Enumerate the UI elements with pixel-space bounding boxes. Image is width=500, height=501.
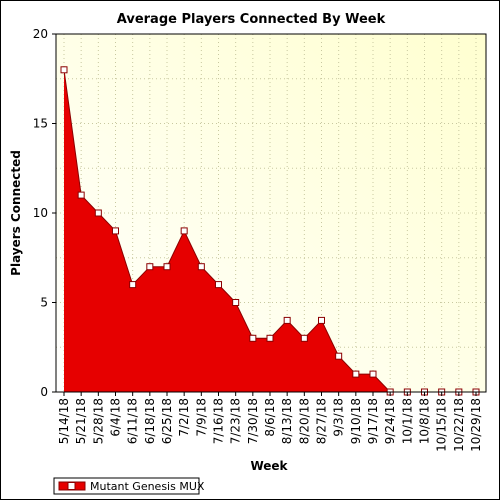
x-tick-label: 9/24/18 <box>383 398 397 444</box>
data-point <box>369 370 377 378</box>
x-tick-label: 5/14/18 <box>57 398 71 444</box>
x-tick-label: 10/15/18 <box>435 398 449 452</box>
x-tick-label: 5/28/18 <box>91 398 105 444</box>
series-area <box>64 69 476 393</box>
data-point <box>300 334 308 342</box>
data-point <box>266 334 274 342</box>
data-point <box>283 316 291 324</box>
x-tick-label: 7/9/18 <box>194 398 208 437</box>
y-tick-label: 15 <box>33 117 48 131</box>
data-point <box>77 191 85 199</box>
x-tick-label: 6/18/18 <box>143 398 157 444</box>
data-point <box>129 281 137 289</box>
x-tick-label: 10/1/18 <box>400 398 414 444</box>
y-tick-label: 20 <box>33 27 48 41</box>
x-tick-label: 7/23/18 <box>229 398 243 444</box>
legend-box <box>53 477 200 495</box>
data-point <box>232 299 240 306</box>
x-tick-label: 8/13/18 <box>280 398 294 444</box>
legend-label: Mutant Genesis MUX <box>90 480 205 493</box>
chart-title: Average Players Connected By Week <box>117 12 386 27</box>
x-tick-label: 9/17/18 <box>366 398 380 444</box>
x-tick-label: 6/25/18 <box>160 398 174 444</box>
y-tick-label: 5 <box>40 296 48 310</box>
legend-marker <box>67 482 76 490</box>
x-tick-label: 9/10/18 <box>349 398 363 444</box>
data-point <box>249 334 257 342</box>
legend: Mutant Genesis MUX <box>53 477 205 495</box>
data-point <box>146 263 154 271</box>
x-tick-label: 7/16/18 <box>212 398 226 444</box>
y-tick-label: 10 <box>33 206 48 220</box>
x-tick-label: 5/21/18 <box>74 398 88 444</box>
data-point <box>318 316 325 324</box>
x-tick-label: 6/4/18 <box>109 398 123 437</box>
x-tick-label: 6/11/18 <box>126 398 140 444</box>
y-axis: 0 5 10 15 20 <box>33 27 56 399</box>
x-tick-label: 10/8/18 <box>418 398 432 444</box>
data-point <box>94 209 102 217</box>
data-point <box>215 281 222 289</box>
x-tick-label: 10/29/18 <box>469 398 483 452</box>
x-tick-label: 8/27/18 <box>315 398 329 444</box>
data-point <box>352 370 360 378</box>
x-tick-label: 8/6/18 <box>263 398 277 437</box>
data-point <box>180 227 188 235</box>
x-tick-label: 7/30/18 <box>246 398 260 444</box>
data-point <box>163 263 171 271</box>
data-point <box>60 66 68 74</box>
x-tick-label: 10/22/18 <box>452 398 466 452</box>
x-tick-label: 8/20/18 <box>297 398 311 444</box>
data-point <box>112 227 119 235</box>
x-tick-label: 9/3/18 <box>332 398 346 437</box>
data-point <box>335 352 343 360</box>
x-tick-label: 7/2/18 <box>177 398 191 437</box>
data-point <box>197 263 205 271</box>
y-axis-label: Players Connected <box>9 150 23 276</box>
y-tick-label: 0 <box>40 385 48 399</box>
x-axis: 5/14/18 5/21/18 5/28/18 6/4/18 6/11/18 6/18/1… <box>57 392 483 452</box>
x-axis-label: Week <box>250 459 288 473</box>
